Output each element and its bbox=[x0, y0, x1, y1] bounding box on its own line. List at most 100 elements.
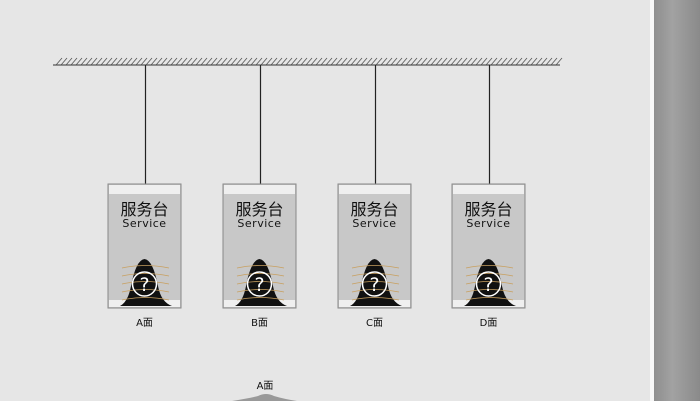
ceiling-hatch bbox=[190, 57, 198, 66]
svg-text:?: ? bbox=[369, 274, 379, 296]
ceiling-hatch bbox=[210, 57, 218, 66]
ceiling-hatch bbox=[440, 57, 448, 66]
sign-face-label: D面 bbox=[480, 318, 498, 329]
sign-face-label: B面 bbox=[251, 318, 268, 329]
mound-stripe bbox=[236, 297, 285, 301]
ceiling-hatch bbox=[505, 57, 513, 66]
ceiling-hatch bbox=[60, 57, 68, 66]
ceiling-hatch bbox=[405, 57, 413, 66]
ceiling-hatch bbox=[425, 57, 433, 66]
ceiling-hatch bbox=[200, 57, 208, 66]
question-mark-icon: ? bbox=[475, 271, 502, 297]
ceiling-hatch bbox=[170, 57, 178, 66]
sign-title-en: Service bbox=[352, 217, 396, 230]
ceiling-hatch bbox=[90, 57, 98, 66]
sign-title-en: Service bbox=[237, 217, 281, 230]
ceiling-hatch bbox=[460, 57, 468, 66]
ceiling-hatch bbox=[475, 57, 483, 66]
ceiling-hatch bbox=[225, 57, 233, 66]
svg-text:?: ? bbox=[483, 274, 493, 296]
ceiling-hatch bbox=[220, 57, 228, 66]
ceiling-hatch bbox=[520, 57, 528, 66]
ceiling-hatch bbox=[235, 57, 243, 66]
svg-text:?: ? bbox=[254, 274, 264, 296]
ceiling-hatch bbox=[365, 57, 373, 66]
ceiling-hatch bbox=[490, 57, 498, 66]
mound-stripe bbox=[351, 273, 400, 277]
ceiling-hatch bbox=[105, 57, 113, 66]
ceiling-hatch bbox=[95, 57, 103, 66]
ceiling-hatch bbox=[470, 57, 478, 66]
ceiling-hatch bbox=[205, 57, 213, 66]
mound-stripe bbox=[465, 273, 514, 277]
ceiling-hatch bbox=[335, 57, 343, 66]
ceiling-hatch bbox=[130, 57, 138, 66]
mound-stripe bbox=[351, 297, 400, 301]
ceiling-hatch bbox=[310, 57, 318, 66]
sign-title-en: Service bbox=[122, 217, 166, 230]
ceiling-hatch bbox=[320, 57, 328, 66]
ceiling-hatch bbox=[485, 57, 493, 66]
bottom-view: A面 bbox=[232, 381, 297, 401]
mound-stripe bbox=[351, 265, 400, 269]
ceiling-hatch bbox=[180, 57, 188, 66]
mound-stripe bbox=[236, 289, 285, 293]
ceiling-hatch bbox=[380, 57, 388, 66]
sign-title-cn: 服务台 bbox=[350, 200, 398, 219]
sign-top-highlight bbox=[224, 185, 295, 194]
ceiling-hatch bbox=[385, 57, 393, 66]
ceiling-hatch bbox=[455, 57, 463, 66]
sign-top-highlight bbox=[109, 185, 180, 194]
ceiling-hatch bbox=[280, 57, 288, 66]
ceiling-hatch bbox=[355, 57, 363, 66]
ceiling-hatch bbox=[300, 57, 308, 66]
ceiling-hatch bbox=[195, 57, 203, 66]
ceiling-hatch bbox=[345, 57, 353, 66]
mound-stripe bbox=[121, 265, 170, 269]
mound-stripe bbox=[236, 265, 285, 269]
sign-top-highlight bbox=[339, 185, 410, 194]
ceiling-hatch bbox=[375, 57, 383, 66]
mound-shape bbox=[464, 259, 516, 306]
bottom-view-mound bbox=[232, 394, 297, 401]
panel-divider bbox=[650, 0, 654, 401]
ceiling-hatch bbox=[410, 57, 418, 66]
question-mark-icon: ? bbox=[361, 271, 388, 297]
ceiling-hatch bbox=[245, 57, 253, 66]
ceiling-hatch bbox=[120, 57, 128, 66]
ceiling-hatch bbox=[550, 57, 558, 66]
ceiling-hatch bbox=[330, 57, 338, 66]
mound-shape bbox=[120, 259, 172, 306]
ceiling-hatch bbox=[315, 57, 323, 66]
ceiling-hatch bbox=[250, 57, 258, 66]
ceiling-hatch bbox=[535, 57, 543, 66]
sign-face bbox=[337, 183, 412, 309]
ceiling-hatch bbox=[430, 57, 438, 66]
ceiling-hatch bbox=[450, 57, 458, 66]
mound-stripe bbox=[351, 281, 400, 285]
ceiling-hatch bbox=[510, 57, 518, 66]
ceiling-hatch bbox=[85, 57, 93, 66]
ceiling-hatch bbox=[465, 57, 473, 66]
sign-title-cn: 服务台 bbox=[464, 200, 512, 219]
ceiling-hatch bbox=[390, 57, 398, 66]
ceiling-hatch bbox=[290, 57, 298, 66]
mound-stripe bbox=[465, 289, 514, 293]
sign-top-highlight bbox=[453, 185, 524, 194]
ceiling-hatch bbox=[270, 57, 278, 66]
ceiling-hatch bbox=[445, 57, 453, 66]
signage-diagram: 服务台Service?A面服务台Service?B面服务台Service?C面服… bbox=[53, 57, 563, 401]
ceiling-hatch bbox=[530, 57, 538, 66]
ceiling-hatch bbox=[155, 57, 163, 66]
ceiling-hatch bbox=[325, 57, 333, 66]
mound-stripe bbox=[236, 281, 285, 285]
ceiling-hatch bbox=[80, 57, 88, 66]
ceiling-hatch bbox=[230, 57, 238, 66]
ceiling-hatch bbox=[125, 57, 133, 66]
ceiling-hatch bbox=[145, 57, 153, 66]
ceiling-hatch bbox=[350, 57, 358, 66]
